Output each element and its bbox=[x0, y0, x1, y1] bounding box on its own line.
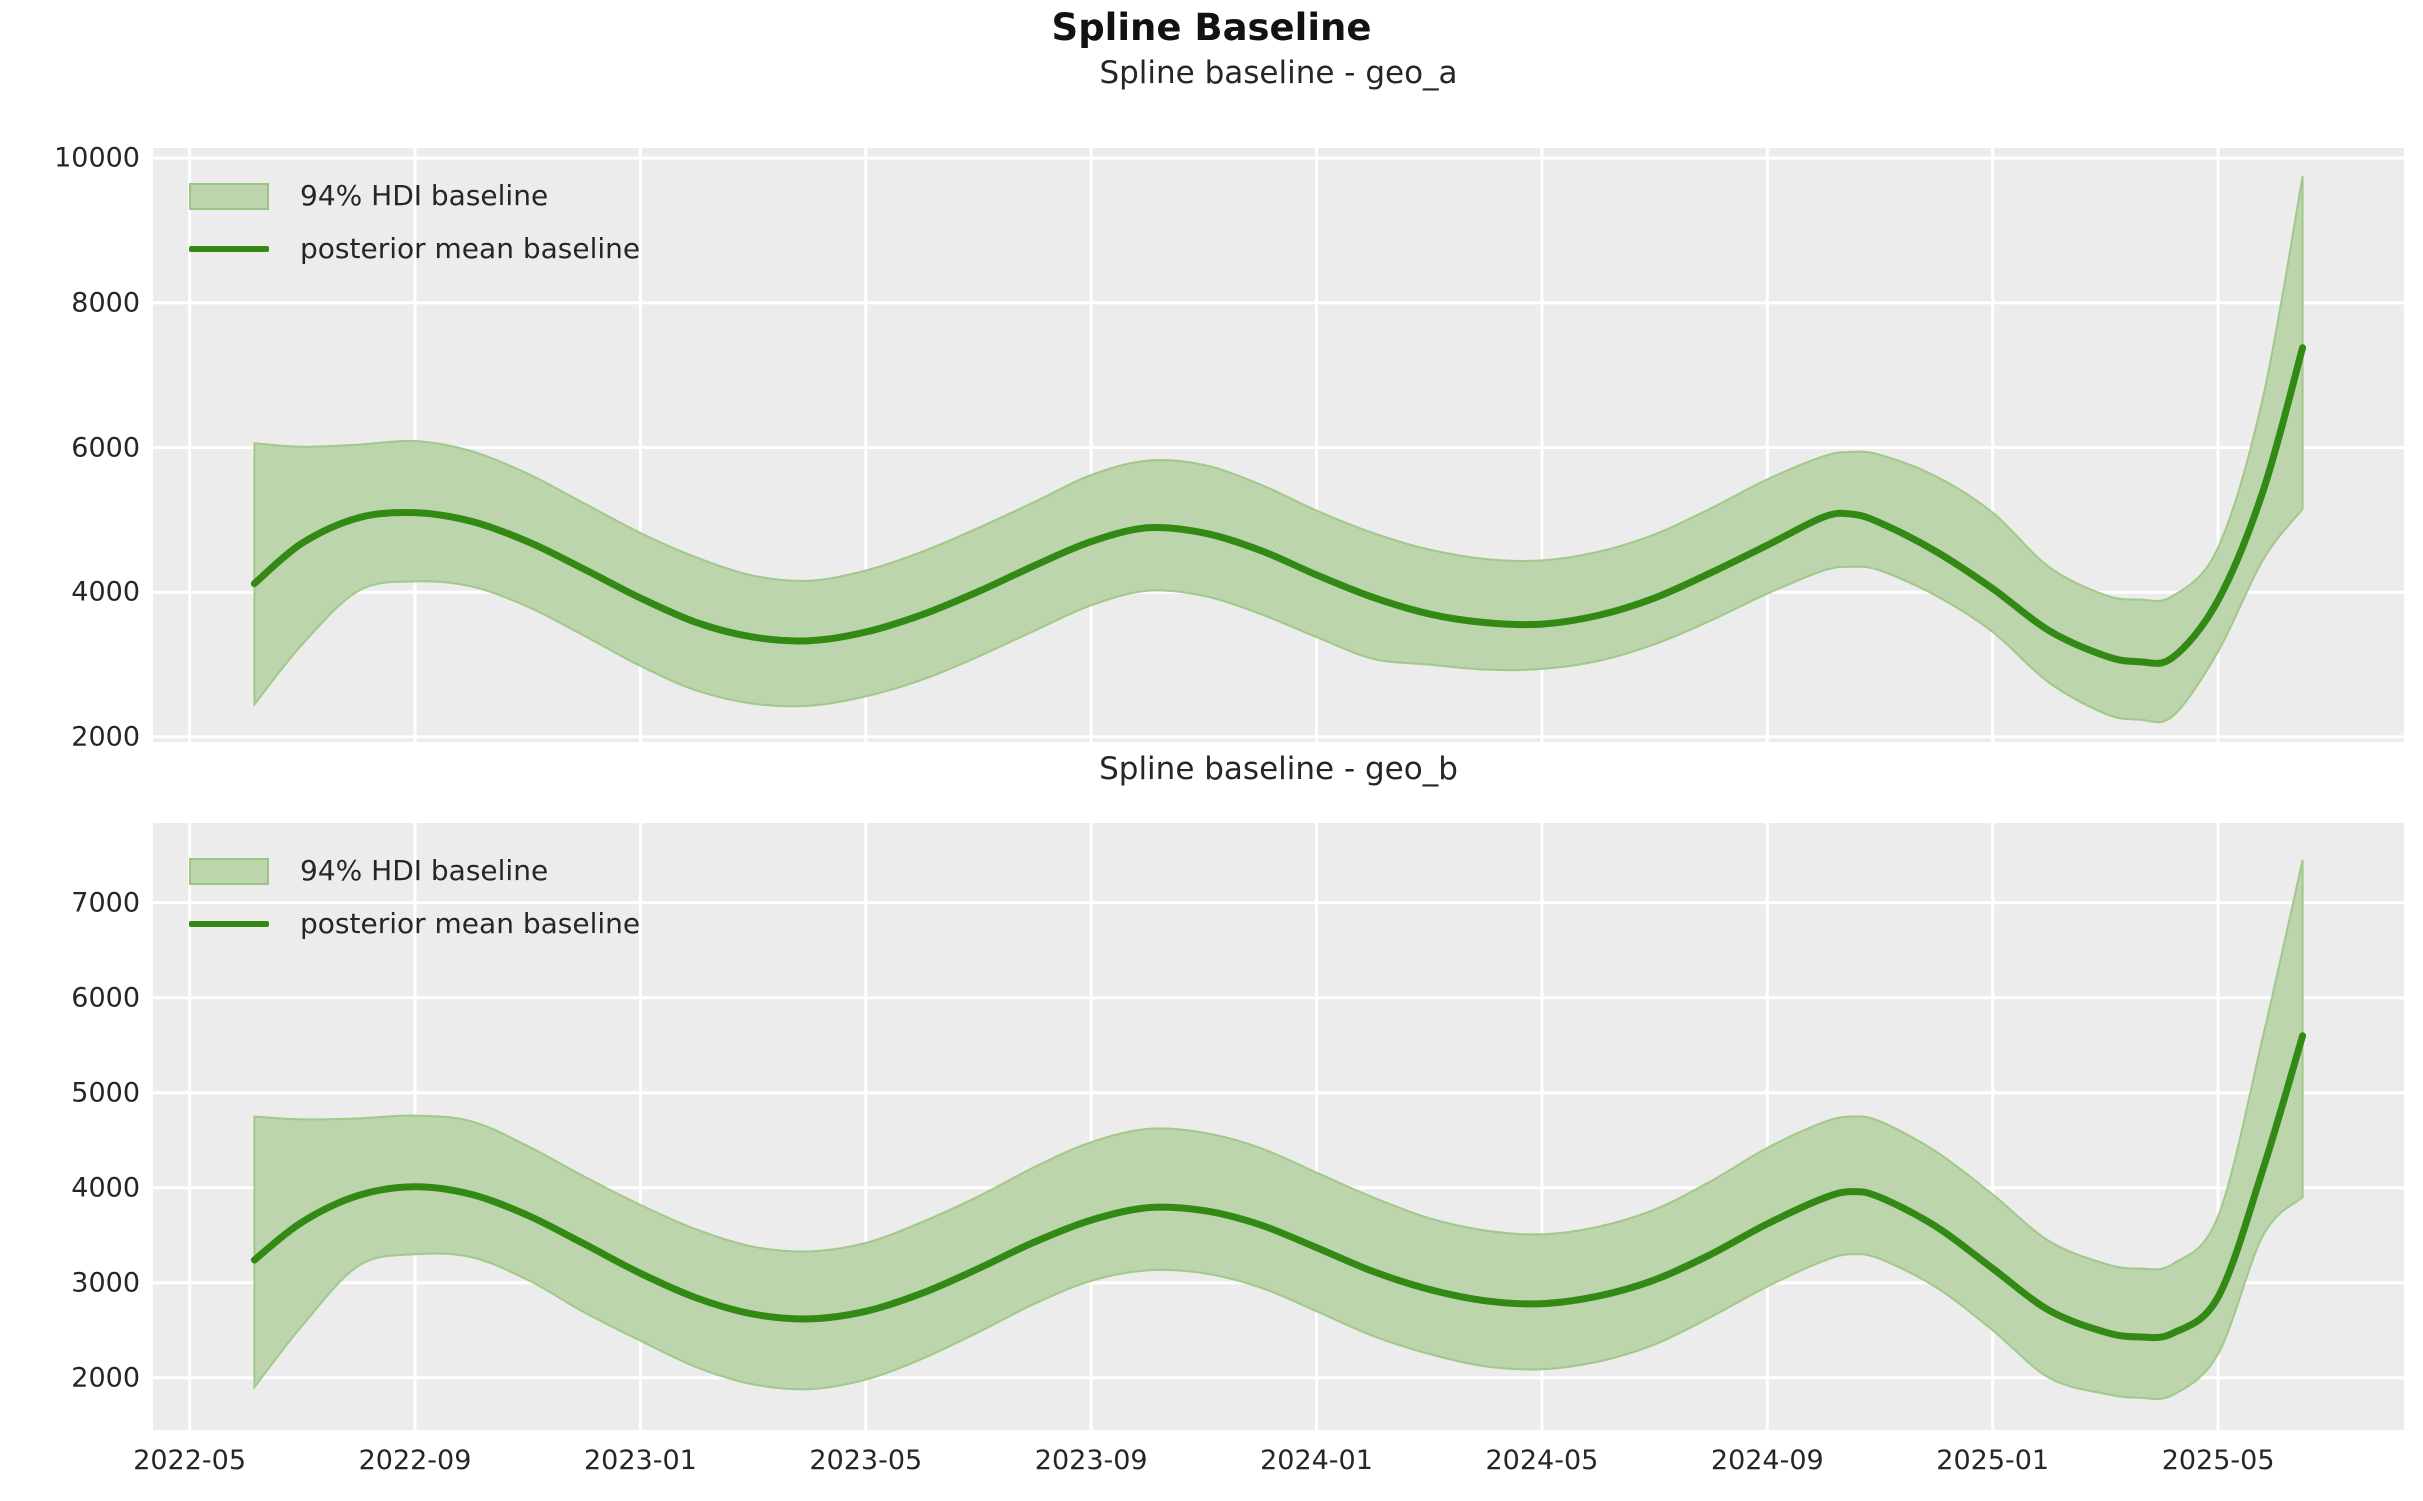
x-tick-label: 2022-09 bbox=[358, 1445, 472, 1476]
y-tick-label: 7000 bbox=[71, 887, 140, 919]
legend-geo-a: 94% HDI baseline posterior mean baseline bbox=[189, 180, 640, 265]
x-tick-label: 2023-05 bbox=[809, 1445, 923, 1476]
y-tick-label: 8000 bbox=[71, 287, 140, 319]
hdi-band-geo_a bbox=[253, 176, 2304, 724]
mean-line-swatch-icon bbox=[189, 246, 269, 252]
y-tick-label: 10000 bbox=[54, 142, 140, 174]
legend-label-mean: posterior mean baseline bbox=[300, 907, 641, 940]
hdi-band-geo_b bbox=[253, 859, 2304, 1401]
x-tick-label: 2024-09 bbox=[1710, 1445, 1824, 1476]
posterior-mean-line-geo_a bbox=[250, 344, 2307, 667]
x-tick-label: 2023-01 bbox=[583, 1445, 697, 1476]
posterior-mean-line-geo_b bbox=[250, 1032, 2307, 1342]
subplot-title-geo-b: Spline baseline - geo_b bbox=[1099, 751, 1458, 787]
x-tick-label: 2022-05 bbox=[133, 1445, 246, 1476]
hdi-band-swatch-icon bbox=[189, 182, 269, 210]
chart-canvas-geo_a bbox=[153, 148, 2404, 742]
y-tick-label: 6000 bbox=[71, 982, 140, 1014]
legend-item-mean: posterior mean baseline bbox=[189, 233, 640, 265]
y-tick-label: 2000 bbox=[71, 721, 140, 753]
legend-item-mean: posterior mean baseline bbox=[189, 908, 640, 940]
hdi-band-swatch-icon bbox=[189, 857, 269, 885]
x-tick-label: 2025-01 bbox=[1936, 1445, 2050, 1476]
x-tick-label: 2025-05 bbox=[2161, 1445, 2275, 1476]
legend-geo-b: 94% HDI baseline posterior mean baseline bbox=[189, 855, 640, 940]
plot-area-geo-b: 94% HDI baseline posterior mean baseline… bbox=[71, 823, 2404, 1476]
subplot-title-geo-a: Spline baseline - geo_a bbox=[1099, 55, 1458, 91]
mean-line-swatch-icon bbox=[189, 921, 269, 927]
y-tick-label: 3000 bbox=[71, 1267, 140, 1299]
legend-item-hdi: 94% HDI baseline bbox=[189, 855, 640, 887]
legend-label-mean: posterior mean baseline bbox=[300, 232, 641, 265]
y-tick-label: 4000 bbox=[71, 1172, 140, 1204]
legend-item-hdi: 94% HDI baseline bbox=[189, 180, 640, 212]
x-tick-label: 2024-01 bbox=[1260, 1445, 1373, 1476]
legend-label-hdi: 94% HDI baseline bbox=[300, 179, 549, 212]
y-tick-label: 6000 bbox=[71, 432, 140, 463]
y-tick-label: 2000 bbox=[71, 1362, 140, 1394]
x-tick-label: 2023-09 bbox=[1034, 1445, 1148, 1476]
x-tick-label: 2024-05 bbox=[1485, 1445, 1599, 1476]
figure-suptitle: Spline Baseline bbox=[1051, 6, 1372, 49]
legend-label-hdi: 94% HDI baseline bbox=[300, 854, 549, 887]
plot-area-geo-a: 94% HDI baseline posterior mean baseline… bbox=[54, 143, 2404, 752]
y-tick-label: 4000 bbox=[71, 576, 140, 608]
y-tick-label: 5000 bbox=[71, 1077, 140, 1109]
